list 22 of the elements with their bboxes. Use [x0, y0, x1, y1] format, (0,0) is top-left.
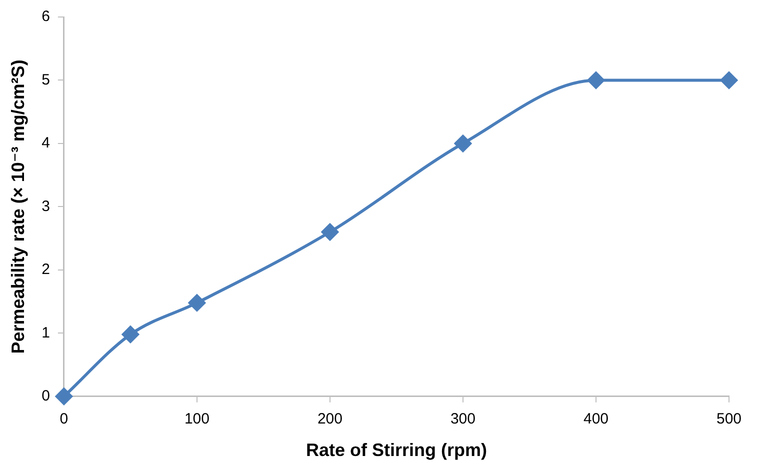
y-axis-title: Permeability rate (× 10⁻³ mg/cm²S)	[8, 60, 28, 354]
point	[720, 72, 738, 89]
x-tick-label: 200	[317, 410, 342, 428]
y-tick-label: 0	[42, 388, 50, 405]
point	[122, 326, 139, 343]
y-tick-label: 4	[42, 134, 50, 152]
point	[321, 223, 338, 240]
point	[55, 388, 72, 405]
x-tick-label: 100	[184, 410, 210, 428]
y-tick-label: 6	[42, 8, 50, 26]
point	[587, 72, 604, 89]
y-tick-label: 3	[42, 198, 50, 215]
x-axis-title: Rate of Stirring (rpm)	[306, 440, 487, 460]
point	[454, 134, 472, 152]
y-tick-label: 1	[42, 324, 50, 342]
x-tick-label: 500	[716, 410, 742, 428]
y-tick-label: 5	[42, 71, 50, 88]
y-tick-label: 2	[42, 261, 50, 278]
x-tick-label: 400	[583, 410, 609, 428]
x-tick-label: 300	[450, 410, 476, 428]
point	[188, 294, 206, 312]
x-tick-label: 0	[60, 410, 68, 428]
